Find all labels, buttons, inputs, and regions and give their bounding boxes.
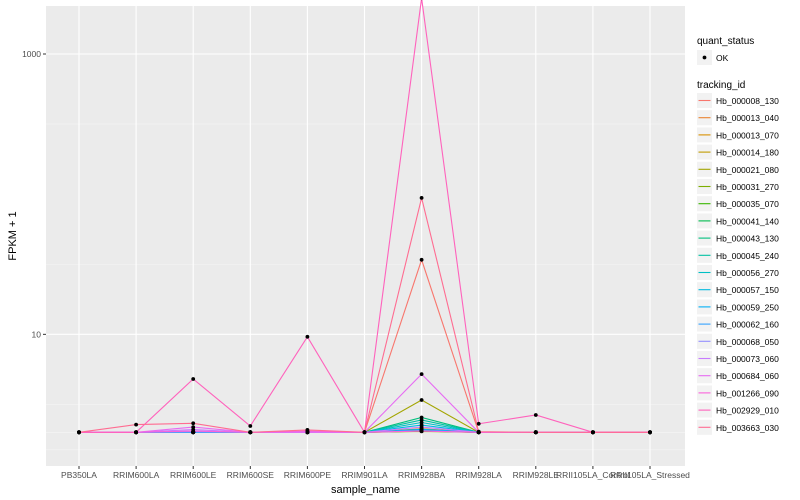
legend-label-Hb_000062_160: Hb_000062_160 (716, 320, 779, 330)
x-axis: PB350LA RRIM600LA RRIM600LE RRIM600SE RRIM60… (61, 466, 690, 480)
data-point-Hb_000056_270-RRIM928BA (419, 420, 424, 425)
data-point-Hb_003663_030-RRIM928LA (476, 429, 481, 434)
data-point-Hb_000021_080-RRIM928BA (419, 398, 424, 402)
data-point-Hb_000684_060-RRIM600LE (191, 425, 196, 429)
legend-label-Hb_000059_250: Hb_000059_250 (716, 302, 779, 312)
legend-key-point (702, 55, 707, 60)
data-point-Hb_003663_030-RRIM901LA (362, 430, 367, 435)
x-tick-label: RRIM600LA (113, 470, 160, 480)
data-point-Hb_002929_010-RRIM600SE (248, 424, 253, 428)
data-point-Hb_000008_130-RRIM928BA (419, 257, 424, 262)
grid (46, 6, 685, 466)
data-point-Hb_003663_030-RRIM600PE (305, 428, 310, 432)
legend-label-Hb_000035_070: Hb_000035_070 (716, 199, 779, 209)
legend-label-Hb_003663_030: Hb_003663_030 (716, 423, 779, 433)
y-axis-label: FPKM + 1 (7, 211, 19, 260)
legend-label-Hb_002929_010: Hb_002929_010 (716, 406, 779, 416)
legend-label-Hb_000014_180: Hb_000014_180 (716, 148, 779, 158)
x-tick-label: RRIM928LE (513, 470, 560, 480)
data-point-Hb_001266_090-RRIM928BA (419, 429, 424, 433)
data-point-Hb_002929_010-RRIM928LE (533, 413, 538, 417)
data-point-Hb_003663_030-RRII105LA_Control (591, 430, 595, 435)
legend-label-Hb_000057_150: Hb_000057_150 (716, 285, 779, 295)
data-point-Hb_003663_030-RRIM928BA (419, 196, 424, 200)
x-tick-label: RRIM600PE (284, 470, 332, 480)
data-point-Hb_002929_010-RRIM600PE (305, 334, 310, 339)
x-tick-label: RRIM901LA (341, 470, 388, 480)
data-point-Hb_000684_060-RRIM928BA (419, 372, 424, 376)
data-points (77, 0, 652, 435)
x-tick-label: RRIM928LA (456, 470, 503, 480)
y-tick-label: 1000 (22, 49, 41, 59)
legend-title-quant-status: quant_status (697, 36, 754, 47)
legend-label-Hb_000031_270: Hb_000031_270 (716, 182, 779, 192)
legend-label-Hb_000045_240: Hb_000045_240 (716, 251, 779, 261)
data-point-Hb_003663_030-RRIM600LA (134, 422, 139, 427)
data-point-Hb_003663_030-PB350LA (77, 430, 81, 435)
legend-title-tracking-id: tracking_id (697, 80, 745, 91)
data-point-Hb_000073_060-RRIM928BA (419, 425, 424, 429)
data-point-Hb_003663_030-RRIM928LE (533, 430, 538, 435)
x-tick-label: RRIM600SE (227, 470, 275, 480)
legend-label-Hb_000068_050: Hb_000068_050 (716, 337, 779, 347)
legend-label-Hb_000684_060: Hb_000684_060 (716, 371, 779, 381)
legend-label-Hb_001266_090: Hb_001266_090 (716, 388, 779, 398)
x-tick-label: RRII105LA_Stressed (610, 470, 690, 480)
legend-label-Hb_000041_140: Hb_000041_140 (716, 216, 779, 226)
x-tick-label: RRIM928BA (398, 470, 446, 480)
x-tick-label: RRIM600LE (170, 470, 217, 480)
y-axis: 10 1000 (22, 49, 46, 339)
legend: quant_status OK tracking_id Hb_000008_130 Hb… (697, 36, 779, 435)
data-point-Hb_002929_010-RRIM600LA (134, 430, 139, 435)
data-point-Hb_003663_030-RRIM600LE (191, 421, 196, 426)
plot-panel (46, 6, 685, 466)
x-tick-label: PB350LA (61, 470, 97, 480)
data-point-Hb_002929_010-RRIM600LE (191, 377, 196, 381)
x-axis-label: sample_name (331, 484, 400, 496)
legend-label-Hb_000043_130: Hb_000043_130 (716, 234, 779, 244)
x-tick-label: RRII105LA_Control (556, 470, 630, 480)
legend-label-Hb_000008_130: Hb_000008_130 (716, 96, 779, 106)
data-point-Hb_003663_030-RRII105LA_Stressed (648, 430, 652, 435)
legend-label-quant-status: OK (716, 53, 729, 63)
legend-label-Hb_000013_070: Hb_000013_070 (716, 130, 779, 140)
data-point-Hb_001266_090-RRIM600LE (191, 429, 196, 433)
legend-label-Hb_000056_270: Hb_000056_270 (716, 268, 779, 278)
y-tick-label: 10 (32, 329, 42, 339)
legend-label-Hb_000013_040: Hb_000013_040 (716, 113, 779, 123)
legend-label-Hb_000021_080: Hb_000021_080 (716, 165, 779, 175)
data-point-Hb_002929_010-RRIM928LA (476, 421, 481, 426)
data-point-Hb_003663_030-RRIM600SE (248, 430, 253, 435)
legend-label-Hb_000073_060: Hb_000073_060 (716, 354, 779, 364)
